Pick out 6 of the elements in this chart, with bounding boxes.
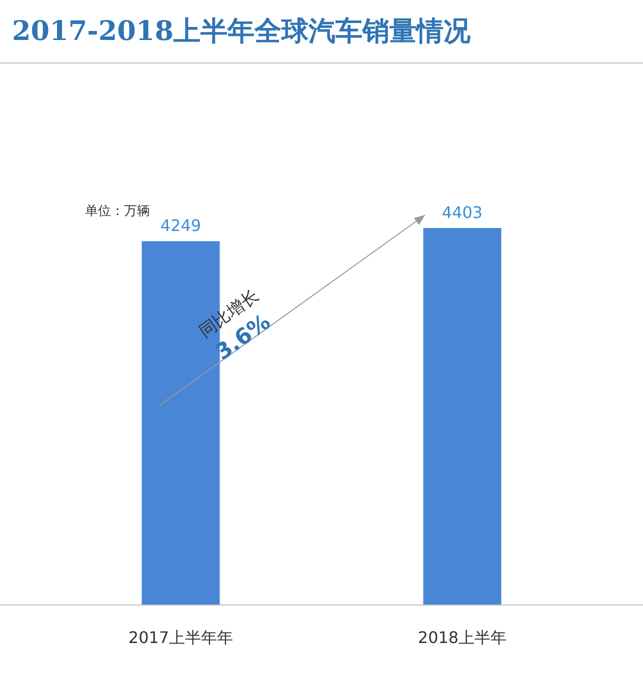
data-label: 4403 xyxy=(442,203,483,222)
data-label: 4249 xyxy=(160,216,202,236)
x-tick-label: 2018上半年 xyxy=(418,628,507,647)
x-tick-label: 2017上半年年 xyxy=(128,628,234,647)
chart-title: 2017-2018上半年全球汽车销量情况 xyxy=(12,16,472,47)
text: 单位：万辆 xyxy=(85,204,150,219)
